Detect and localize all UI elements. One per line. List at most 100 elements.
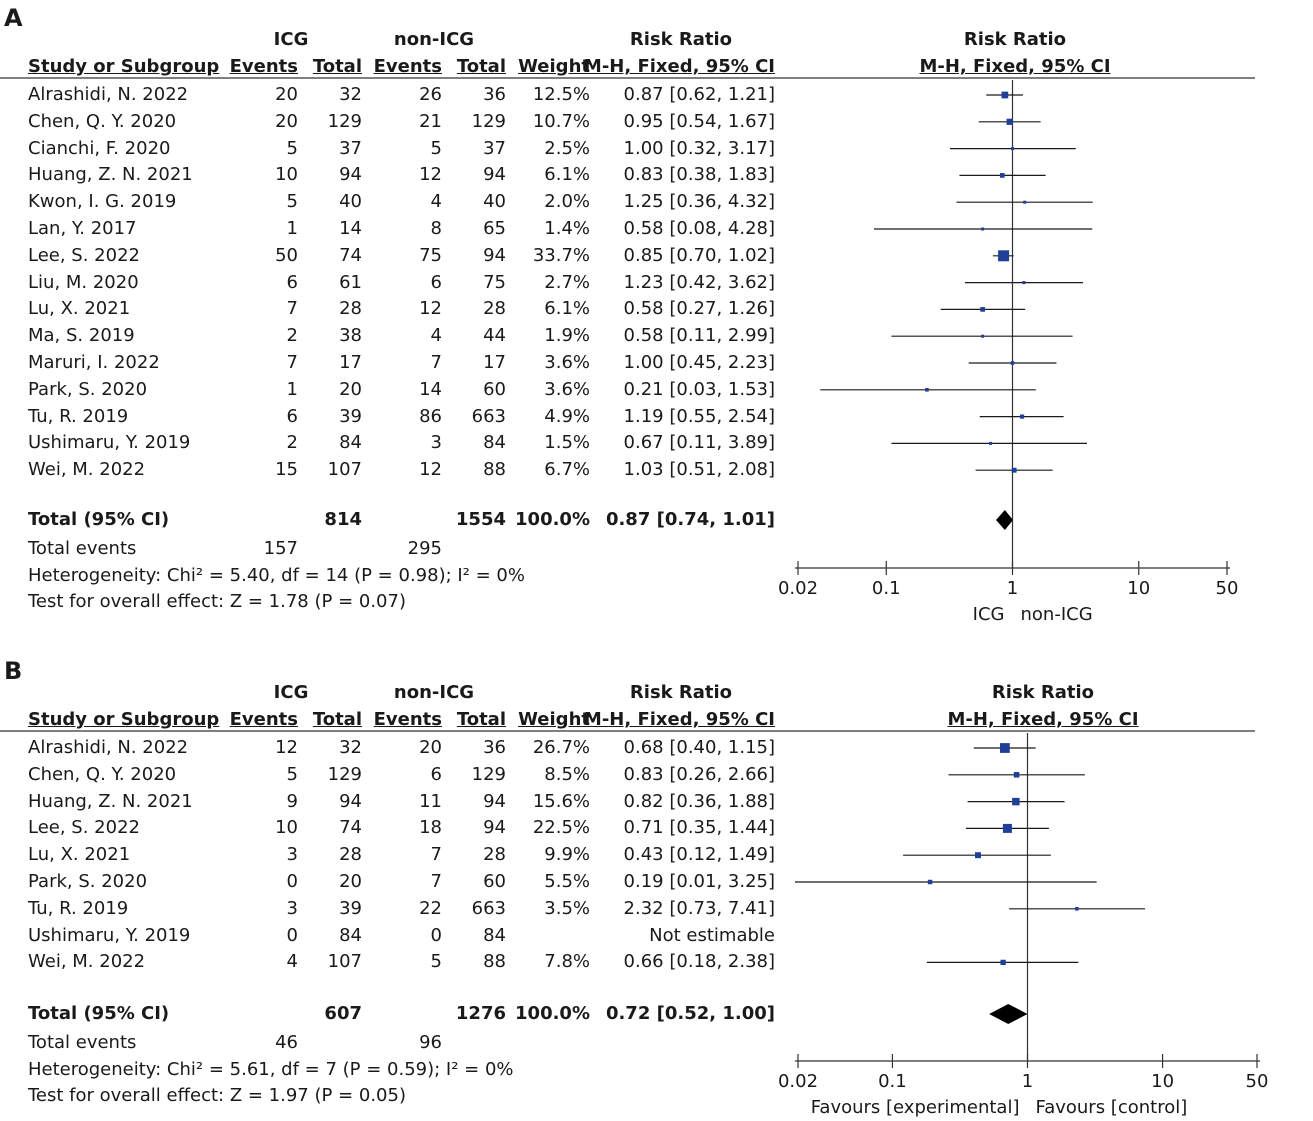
group2-events: 12 <box>419 298 442 320</box>
study-ci: 2.32 [0.73, 7.41] <box>623 897 775 919</box>
study-ci: 0.19 [0.01, 3.25] <box>623 871 775 892</box>
study-marker <box>989 441 993 445</box>
study-column-header: Study or Subgroup <box>28 709 220 730</box>
risk-ratio-header: Risk Ratio <box>629 29 733 50</box>
study-ci: 0.58 [0.08, 4.28] <box>623 218 775 239</box>
group1-total: 129 <box>327 110 362 132</box>
study-name: Tu, R. 2019 <box>28 897 129 919</box>
group1-events: 1 <box>286 378 298 400</box>
study-weight: 6.1% <box>544 164 590 186</box>
study-marker <box>1011 147 1014 151</box>
plot-method-header: M-H, Fixed, 95% CI <box>919 56 1111 77</box>
study-name: Huang, Z. N. 2021 <box>28 164 193 186</box>
group2-total: 88 <box>483 459 506 481</box>
group2-total: 88 <box>483 951 506 973</box>
group2-events: 8 <box>430 218 442 239</box>
study-marker <box>1011 467 1017 473</box>
study-ci: 1.23 [0.42, 3.62] <box>623 271 775 293</box>
group2-total: 129 <box>471 110 506 132</box>
study-weight: 3.6% <box>544 352 590 373</box>
study-name: Park, S. 2020 <box>28 378 148 400</box>
study-marker <box>1002 823 1012 833</box>
study-name: Wei, M. 2022 <box>28 951 146 973</box>
study-marker <box>998 250 1010 262</box>
study-ci: 0.83 [0.26, 2.66] <box>623 763 775 785</box>
favours-right-label: Favours [control] <box>1035 1097 1188 1118</box>
study-name: Ushimaru, Y. 2019 <box>28 924 191 946</box>
study-ci: 1.19 [0.55, 2.54] <box>623 405 775 427</box>
study-weight: 1.5% <box>544 432 590 454</box>
group1-events: 20 <box>275 110 298 132</box>
group2-events: 86 <box>419 405 442 427</box>
plot-title: Risk Ratio <box>963 29 1067 50</box>
method-header: M-H, Fixed, 95% CI <box>583 56 775 77</box>
study-ci: 0.58 [0.27, 1.26] <box>623 298 775 320</box>
group2-events: 18 <box>419 817 442 839</box>
x-tick-label: 0.02 <box>777 1071 819 1092</box>
group1-total: 20 <box>339 871 362 892</box>
group2-total: 94 <box>483 790 506 812</box>
group2-total: 84 <box>483 924 506 946</box>
study-ci: 1.00 [0.45, 2.23] <box>623 352 775 373</box>
group2-events: 7 <box>430 352 442 373</box>
study-ci: 0.67 [0.11, 3.89] <box>623 432 775 454</box>
study-marker <box>999 743 1010 753</box>
study-weight: 10.7% <box>532 110 590 132</box>
group1-events: 5 <box>286 137 298 159</box>
group2-total: 129 <box>471 763 506 785</box>
group2-total: 75 <box>483 271 506 293</box>
study-ci: 0.68 [0.40, 1.15] <box>623 737 775 758</box>
study-marker <box>1075 907 1079 911</box>
events-header: Events <box>229 56 298 77</box>
group1-total: 94 <box>339 790 362 812</box>
group1-events: 7 <box>286 352 298 373</box>
study-name: Lu, X. 2021 <box>28 844 131 866</box>
group2-total: 663 <box>471 405 506 427</box>
group2-total: 28 <box>483 298 506 320</box>
group2-header: non-ICG <box>393 29 475 50</box>
events-header: Events <box>373 56 442 77</box>
group2-total-sum: 1554 <box>455 509 506 530</box>
group1-events: 6 <box>286 405 298 427</box>
study-name: Lee, S. 2022 <box>28 817 140 839</box>
group1-total: 84 <box>339 924 362 946</box>
total-header: Total <box>456 709 506 730</box>
study-marker <box>981 227 985 231</box>
group2-total: 94 <box>483 244 506 266</box>
group1-events: 50 <box>275 244 298 266</box>
group2-total: 65 <box>483 218 506 239</box>
group2-total-sum: 1276 <box>455 1003 506 1024</box>
study-name: Ma, S. 2019 <box>28 325 135 347</box>
study-name: Ushimaru, Y. 2019 <box>28 432 191 454</box>
group1-total-sum: 814 <box>324 509 362 530</box>
group2-events: 14 <box>419 378 442 400</box>
total-events-label: Total events <box>28 1032 137 1053</box>
group1-total: 40 <box>339 191 362 213</box>
study-name: Alrashidi, N. 2022 <box>28 84 189 105</box>
study-ci: 0.87 [0.62, 1.21] <box>623 84 775 105</box>
group1-total: 14 <box>339 218 362 239</box>
group1-total-events: 157 <box>263 538 298 559</box>
study-marker <box>1006 118 1013 125</box>
group1-total: 32 <box>339 737 362 758</box>
group2-events: 4 <box>430 325 442 347</box>
study-name: Liu, M. 2020 <box>28 271 139 293</box>
study-ci: 0.66 [0.18, 2.38] <box>623 951 775 973</box>
study-marker <box>975 852 981 859</box>
total-weight: 100.0% <box>515 1003 590 1024</box>
group2-total: 84 <box>483 432 506 454</box>
study-weight: 3.5% <box>544 897 590 919</box>
study-ci: 1.00 [0.32, 3.17] <box>623 137 775 159</box>
group1-total: 107 <box>327 459 362 481</box>
group2-events: 11 <box>419 790 442 812</box>
group2-events: 26 <box>419 84 442 105</box>
group1-header: ICG <box>273 682 309 703</box>
study-marker <box>1012 797 1020 806</box>
group1-total: 17 <box>339 352 362 373</box>
study-name: Lee, S. 2022 <box>28 244 140 266</box>
group1-total: 39 <box>339 405 362 427</box>
events-header: Events <box>229 709 298 730</box>
study-marker <box>1022 281 1026 285</box>
group1-events: 20 <box>275 84 298 105</box>
study-ci: 0.85 [0.70, 1.02] <box>623 244 775 266</box>
